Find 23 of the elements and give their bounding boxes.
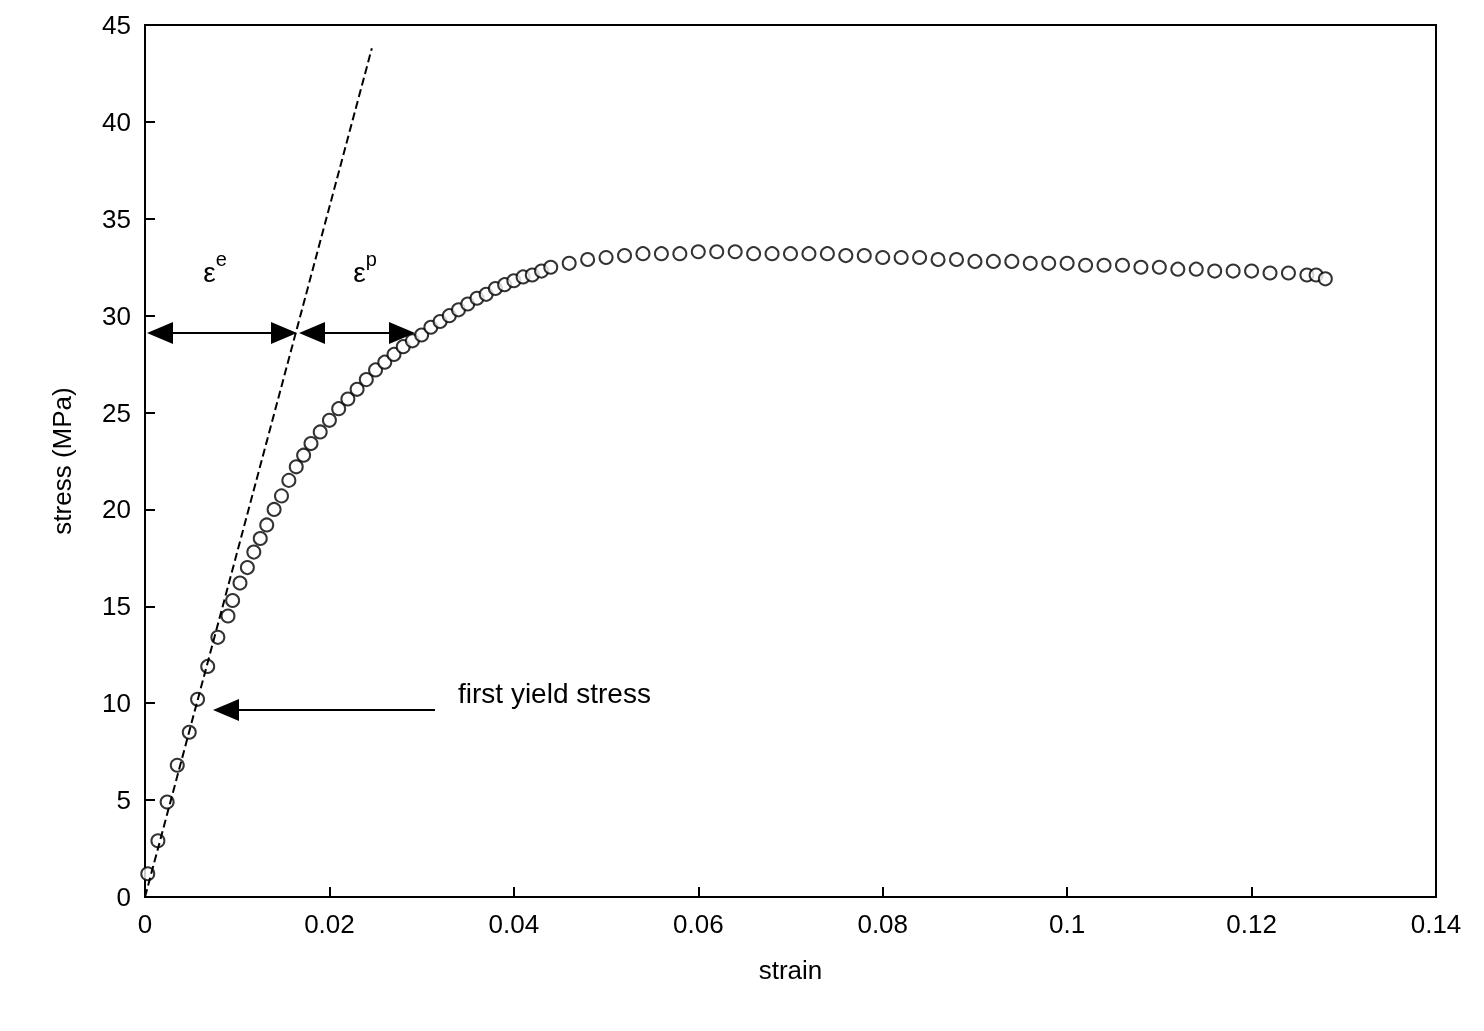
- x-tick-label: 0.14: [1410, 909, 1462, 939]
- y-tick-label: 5: [116, 785, 131, 816]
- y-tick-label: 20: [102, 494, 131, 525]
- x-tick-label: 0.06: [672, 909, 724, 939]
- y-tick-label: 40: [102, 106, 131, 137]
- annotation: ε$^{p}$: [353, 248, 377, 288]
- y-tick-label: 45: [102, 10, 131, 40]
- x-tick-label: 0: [137, 909, 153, 939]
- y-tick-label: 30: [102, 300, 131, 331]
- y-tick-label: 15: [102, 591, 131, 622]
- x-axis-title: strain: [758, 955, 823, 985]
- x-tick-label: 0.02: [304, 909, 355, 939]
- x-tick-label: 0.1: [1049, 909, 1086, 939]
- y-tick-label: 25: [102, 397, 131, 428]
- x-tick-label: 0.12: [1226, 909, 1277, 939]
- y-tick-label: 35: [102, 203, 131, 234]
- y-tick-label: 10: [102, 688, 131, 719]
- y-tick-label: 0: [116, 882, 131, 912]
- x-tick-label: 0.04: [488, 909, 540, 939]
- y-axis-title: stress (MPa): [47, 387, 77, 535]
- annotation: ε$^{e}$: [203, 248, 227, 288]
- annotation: first yield stress: [458, 678, 651, 709]
- x-tick-label: 0.08: [857, 909, 909, 939]
